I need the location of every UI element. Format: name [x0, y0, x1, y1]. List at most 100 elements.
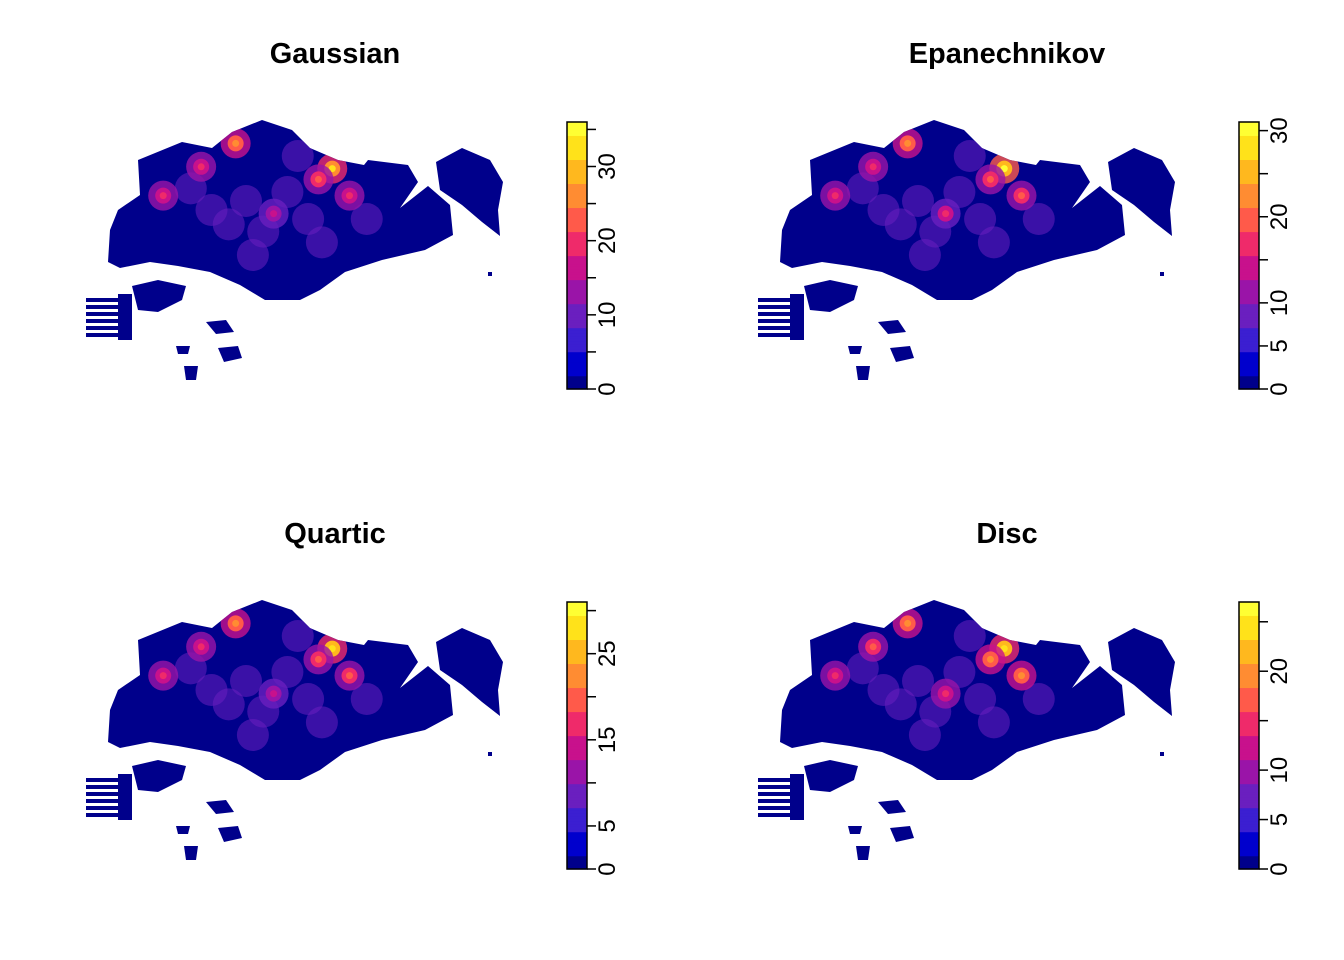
colorbar-cell — [567, 708, 587, 713]
hotspot-peak — [1000, 645, 1008, 653]
colorbar-cell — [567, 666, 587, 670]
colorbar-cell — [567, 639, 587, 643]
colorbar-cell — [567, 628, 587, 632]
colorbar-cell — [567, 783, 587, 787]
panel-title: Quartic — [284, 518, 386, 550]
colorbar-cell — [1239, 186, 1259, 190]
colorbar-cell — [567, 682, 587, 686]
colorbar-cell — [567, 202, 587, 206]
colorbar-cell — [567, 788, 587, 793]
colorbar-cell — [567, 631, 587, 635]
panel-title: Epanechnikov — [909, 38, 1106, 70]
colorbar-cell — [1239, 322, 1259, 326]
colorbar-cell — [1239, 306, 1259, 310]
colorbar-cell — [567, 143, 587, 147]
north-islet — [368, 672, 396, 684]
colorbar-cell — [1239, 706, 1259, 710]
colorbar-cell — [1239, 652, 1259, 656]
colorbar-cell — [1239, 794, 1259, 798]
colorbar-cell — [1239, 143, 1259, 147]
west-islet-stripe — [86, 298, 128, 302]
colorbar-tick-label: 30 — [1266, 117, 1293, 144]
colorbar-cell — [567, 668, 587, 673]
colorbar-cell — [567, 687, 587, 691]
hotspot-peak — [346, 192, 353, 200]
colorbar-cell — [567, 778, 587, 782]
east-islet — [488, 752, 492, 756]
west-islet — [790, 294, 804, 340]
hotspot-peak — [232, 139, 240, 147]
colorbar-cell — [1239, 330, 1259, 334]
colorbar-cell — [1239, 255, 1259, 259]
colorbar-cell — [567, 295, 587, 299]
colorbar-cell — [1239, 348, 1259, 353]
colorbar-cell — [1239, 791, 1259, 795]
colorbar-cell — [1239, 623, 1259, 627]
colorbar-cell — [567, 780, 587, 785]
colorbar-cell — [567, 212, 587, 217]
colorbar-cell — [567, 647, 587, 651]
colorbar-cell — [1239, 658, 1259, 662]
colorbar-cell — [567, 676, 587, 681]
north-islet — [368, 192, 396, 204]
colorbar-cell — [1239, 122, 1259, 126]
colorbar-cell — [1239, 834, 1259, 838]
east-islet — [1160, 752, 1164, 756]
colorbar-cell — [567, 356, 587, 361]
colorbar-cell — [567, 863, 587, 867]
colorbar-cell — [1239, 140, 1259, 144]
colorbar-cell — [567, 250, 587, 254]
colorbar-cell — [1239, 138, 1259, 142]
colorbar-cell — [1239, 204, 1259, 209]
south-island — [804, 760, 858, 792]
west-islet-stripe — [758, 326, 800, 330]
density-blob — [350, 683, 383, 715]
colorbar-cell — [567, 836, 587, 841]
colorbar-frame — [566, 121, 588, 390]
colorbar-cell — [1239, 759, 1259, 763]
colorbar-cell — [567, 332, 587, 337]
colorbar-cell — [567, 314, 587, 318]
colorbar-cell — [567, 324, 587, 329]
colorbar-cell — [567, 658, 587, 662]
colorbar-frame — [566, 601, 588, 870]
colorbar-cell — [1239, 319, 1259, 323]
colorbar-cell — [567, 735, 587, 739]
colorbar-cell — [1239, 172, 1259, 176]
hotspot-peak — [159, 672, 167, 680]
colorbar-cell — [1239, 668, 1259, 673]
west-islet-stripe — [86, 799, 128, 803]
south-islet — [890, 346, 914, 362]
colorbar-cell — [1239, 786, 1259, 790]
colorbar-cell — [1239, 178, 1259, 182]
colorbar-cell — [1239, 698, 1259, 702]
colorbar-cell — [1239, 202, 1259, 206]
west-islet-stripe — [86, 305, 128, 309]
density-blob — [964, 203, 997, 235]
south-islet — [176, 346, 190, 354]
colorbar-cell — [567, 300, 587, 305]
colorbar-cell — [567, 823, 587, 827]
colorbar-cell — [1239, 316, 1259, 321]
south-islet — [184, 366, 198, 380]
colorbar-cell — [567, 850, 587, 854]
colorbar-cell — [567, 612, 587, 616]
colorbar-cell — [567, 364, 587, 369]
colorbar-cell — [1239, 170, 1259, 174]
colorbar-cell — [567, 335, 587, 339]
colorbar-cell — [567, 359, 587, 363]
colorbar-cell — [1239, 364, 1259, 369]
colorbar-cell — [567, 154, 587, 158]
colorbar-cell — [1239, 807, 1259, 811]
colorbar-cell — [567, 618, 587, 622]
colorbar-cell — [567, 743, 587, 747]
hotspot-peak — [1018, 672, 1025, 680]
colorbar-frame — [1238, 121, 1260, 390]
colorbar-cell — [1239, 154, 1259, 158]
colorbar-cell — [567, 690, 587, 694]
colorbar-cell — [567, 215, 587, 219]
colorbar-cell — [567, 698, 587, 702]
colorbar-cell — [1239, 367, 1259, 371]
colorbar-cell — [1239, 772, 1259, 777]
colorbar-cell — [567, 362, 587, 366]
